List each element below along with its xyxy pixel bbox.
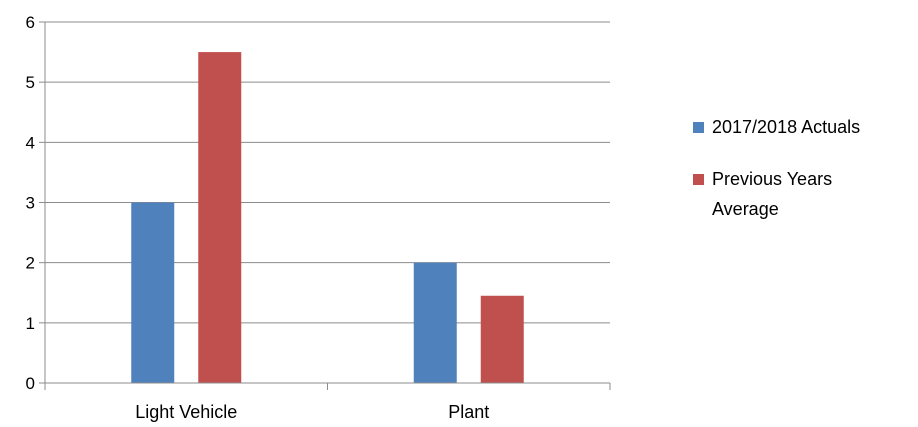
legend-swatch bbox=[693, 174, 704, 185]
y-tick-label: 0 bbox=[26, 374, 35, 393]
y-tick-label: 1 bbox=[26, 314, 35, 333]
y-tick-label: 6 bbox=[26, 13, 35, 32]
bar-plant-series-2 bbox=[480, 295, 524, 383]
bar-light-vehicle-series-2 bbox=[198, 52, 242, 383]
x-category-label: Light Vehicle bbox=[135, 402, 237, 422]
y-tick-label: 3 bbox=[26, 194, 35, 213]
gridlines bbox=[45, 21, 610, 324]
legend-swatch bbox=[693, 122, 704, 133]
bar-light-vehicle-series-1 bbox=[131, 202, 175, 383]
y-tick-label: 2 bbox=[26, 254, 35, 273]
y-axis-ticks: 0 1 2 3 4 5 6 bbox=[26, 13, 45, 393]
y-tick-label: 5 bbox=[26, 73, 35, 92]
legend: 2017/2018 Actuals Previous Years Average bbox=[693, 117, 860, 219]
x-category-label: Plant bbox=[448, 402, 489, 422]
legend-label: Previous Years Average bbox=[712, 169, 832, 219]
x-axis-categories: Light Vehicle Plant bbox=[135, 402, 489, 422]
axes bbox=[44, 22, 611, 390]
legend-label: 2017/2018 Actuals bbox=[712, 117, 860, 137]
bar-plant-series-1 bbox=[413, 262, 457, 383]
y-tick-label: 4 bbox=[26, 133, 35, 152]
bars bbox=[131, 52, 524, 383]
